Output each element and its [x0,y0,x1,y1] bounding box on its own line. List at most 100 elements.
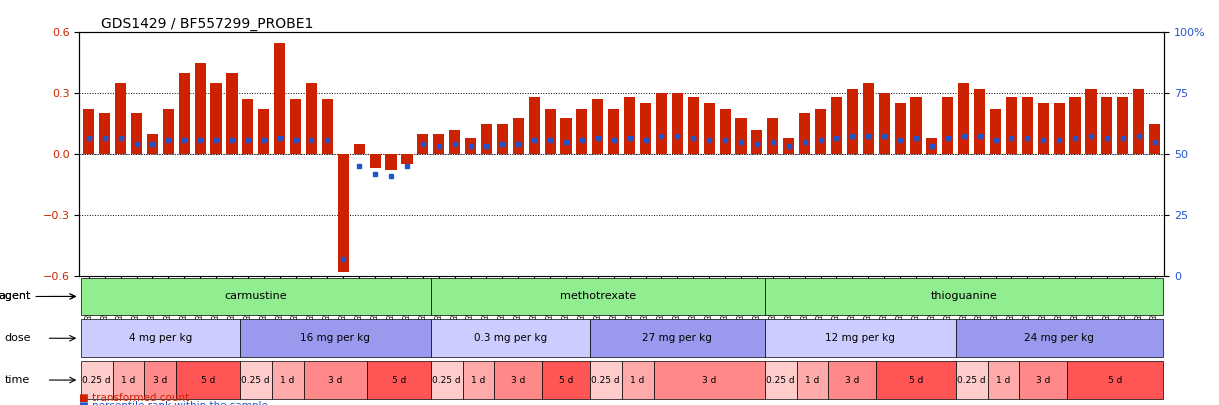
Text: 3 d: 3 d [845,375,859,385]
Bar [227,73,238,154]
Text: 1 d: 1 d [996,375,1011,385]
FancyBboxPatch shape [956,320,1163,357]
Bar [1085,89,1097,154]
Bar [816,109,826,154]
Bar [847,89,858,154]
Bar [911,97,922,154]
FancyBboxPatch shape [1067,361,1163,399]
FancyBboxPatch shape [987,361,1019,399]
Text: 5 d: 5 d [201,375,216,385]
FancyBboxPatch shape [367,361,430,399]
Text: time: time [5,375,30,385]
Bar [863,83,874,154]
Bar [211,83,222,154]
FancyBboxPatch shape [272,361,304,399]
Text: agent: agent [0,292,76,301]
FancyBboxPatch shape [876,361,956,399]
Bar [243,99,254,154]
FancyBboxPatch shape [764,361,797,399]
Text: 3 d: 3 d [154,375,167,385]
Text: 16 mg per kg: 16 mg per kg [300,333,371,343]
FancyBboxPatch shape [80,278,430,315]
Bar [1022,97,1032,154]
Text: 3 d: 3 d [328,375,343,385]
Bar [1037,103,1048,154]
Text: 1 d: 1 d [280,375,295,385]
Bar [529,97,540,154]
Bar [449,130,461,154]
Text: agent: agent [0,292,30,301]
Bar [592,99,603,154]
FancyBboxPatch shape [112,361,145,399]
Bar [1101,97,1113,154]
FancyBboxPatch shape [829,361,876,399]
Bar [130,113,143,154]
FancyBboxPatch shape [240,361,272,399]
Bar [354,144,364,154]
Bar [545,109,556,154]
Text: 0.25 d: 0.25 d [767,375,795,385]
Bar [751,130,762,154]
Text: GDS1429 / BF557299_PROBE1: GDS1429 / BF557299_PROBE1 [101,17,313,31]
Bar [1134,89,1145,154]
Bar [417,134,428,154]
Text: 27 mg per kg: 27 mg per kg [642,333,712,343]
FancyBboxPatch shape [797,361,829,399]
Bar [258,109,269,154]
Text: ■ percentile rank within the sample: ■ percentile rank within the sample [79,401,268,405]
Text: 3 d: 3 d [511,375,525,385]
Bar [369,154,380,168]
Text: 5 d: 5 d [1108,375,1121,385]
Bar [163,109,174,154]
FancyBboxPatch shape [80,320,240,357]
FancyBboxPatch shape [590,361,622,399]
FancyBboxPatch shape [653,361,764,399]
Bar [735,117,746,154]
Bar [482,124,492,154]
Bar [656,93,667,154]
Bar [497,124,508,154]
Text: 1 d: 1 d [472,375,485,385]
Bar [83,109,94,154]
Bar [783,138,795,154]
Bar [99,113,110,154]
Bar [688,97,698,154]
Text: 5 d: 5 d [909,375,923,385]
Bar [672,93,683,154]
FancyBboxPatch shape [145,361,177,399]
Bar [703,103,714,154]
Bar [719,109,730,154]
Text: methotrexate: methotrexate [560,292,636,301]
Bar [306,83,317,154]
Bar [1150,124,1160,154]
FancyBboxPatch shape [764,320,956,357]
Text: dose: dose [4,333,30,343]
Bar [290,99,301,154]
Bar [401,154,412,164]
Bar [974,89,985,154]
Text: 0.25 d: 0.25 d [433,375,461,385]
Text: 4 mg per kg: 4 mg per kg [129,333,191,343]
Bar [1053,103,1064,154]
Text: 0.25 d: 0.25 d [957,375,986,385]
FancyBboxPatch shape [430,361,463,399]
Text: 3 d: 3 d [1036,375,1051,385]
FancyBboxPatch shape [1019,361,1067,399]
Text: ■ transformed count: ■ transformed count [79,393,189,403]
Bar [1118,97,1129,154]
Bar [942,97,953,154]
Text: 12 mg per kg: 12 mg per kg [825,333,895,343]
Bar [926,138,937,154]
Bar [958,83,969,154]
Bar [1069,97,1080,154]
Bar [433,134,444,154]
FancyBboxPatch shape [304,361,367,399]
Bar [146,134,158,154]
FancyBboxPatch shape [764,278,1163,315]
Text: 3 d: 3 d [702,375,717,385]
Text: 0.25 d: 0.25 d [83,375,111,385]
Text: 24 mg per kg: 24 mg per kg [1024,333,1095,343]
FancyBboxPatch shape [495,361,542,399]
Text: 5 d: 5 d [558,375,573,385]
FancyBboxPatch shape [956,361,987,399]
